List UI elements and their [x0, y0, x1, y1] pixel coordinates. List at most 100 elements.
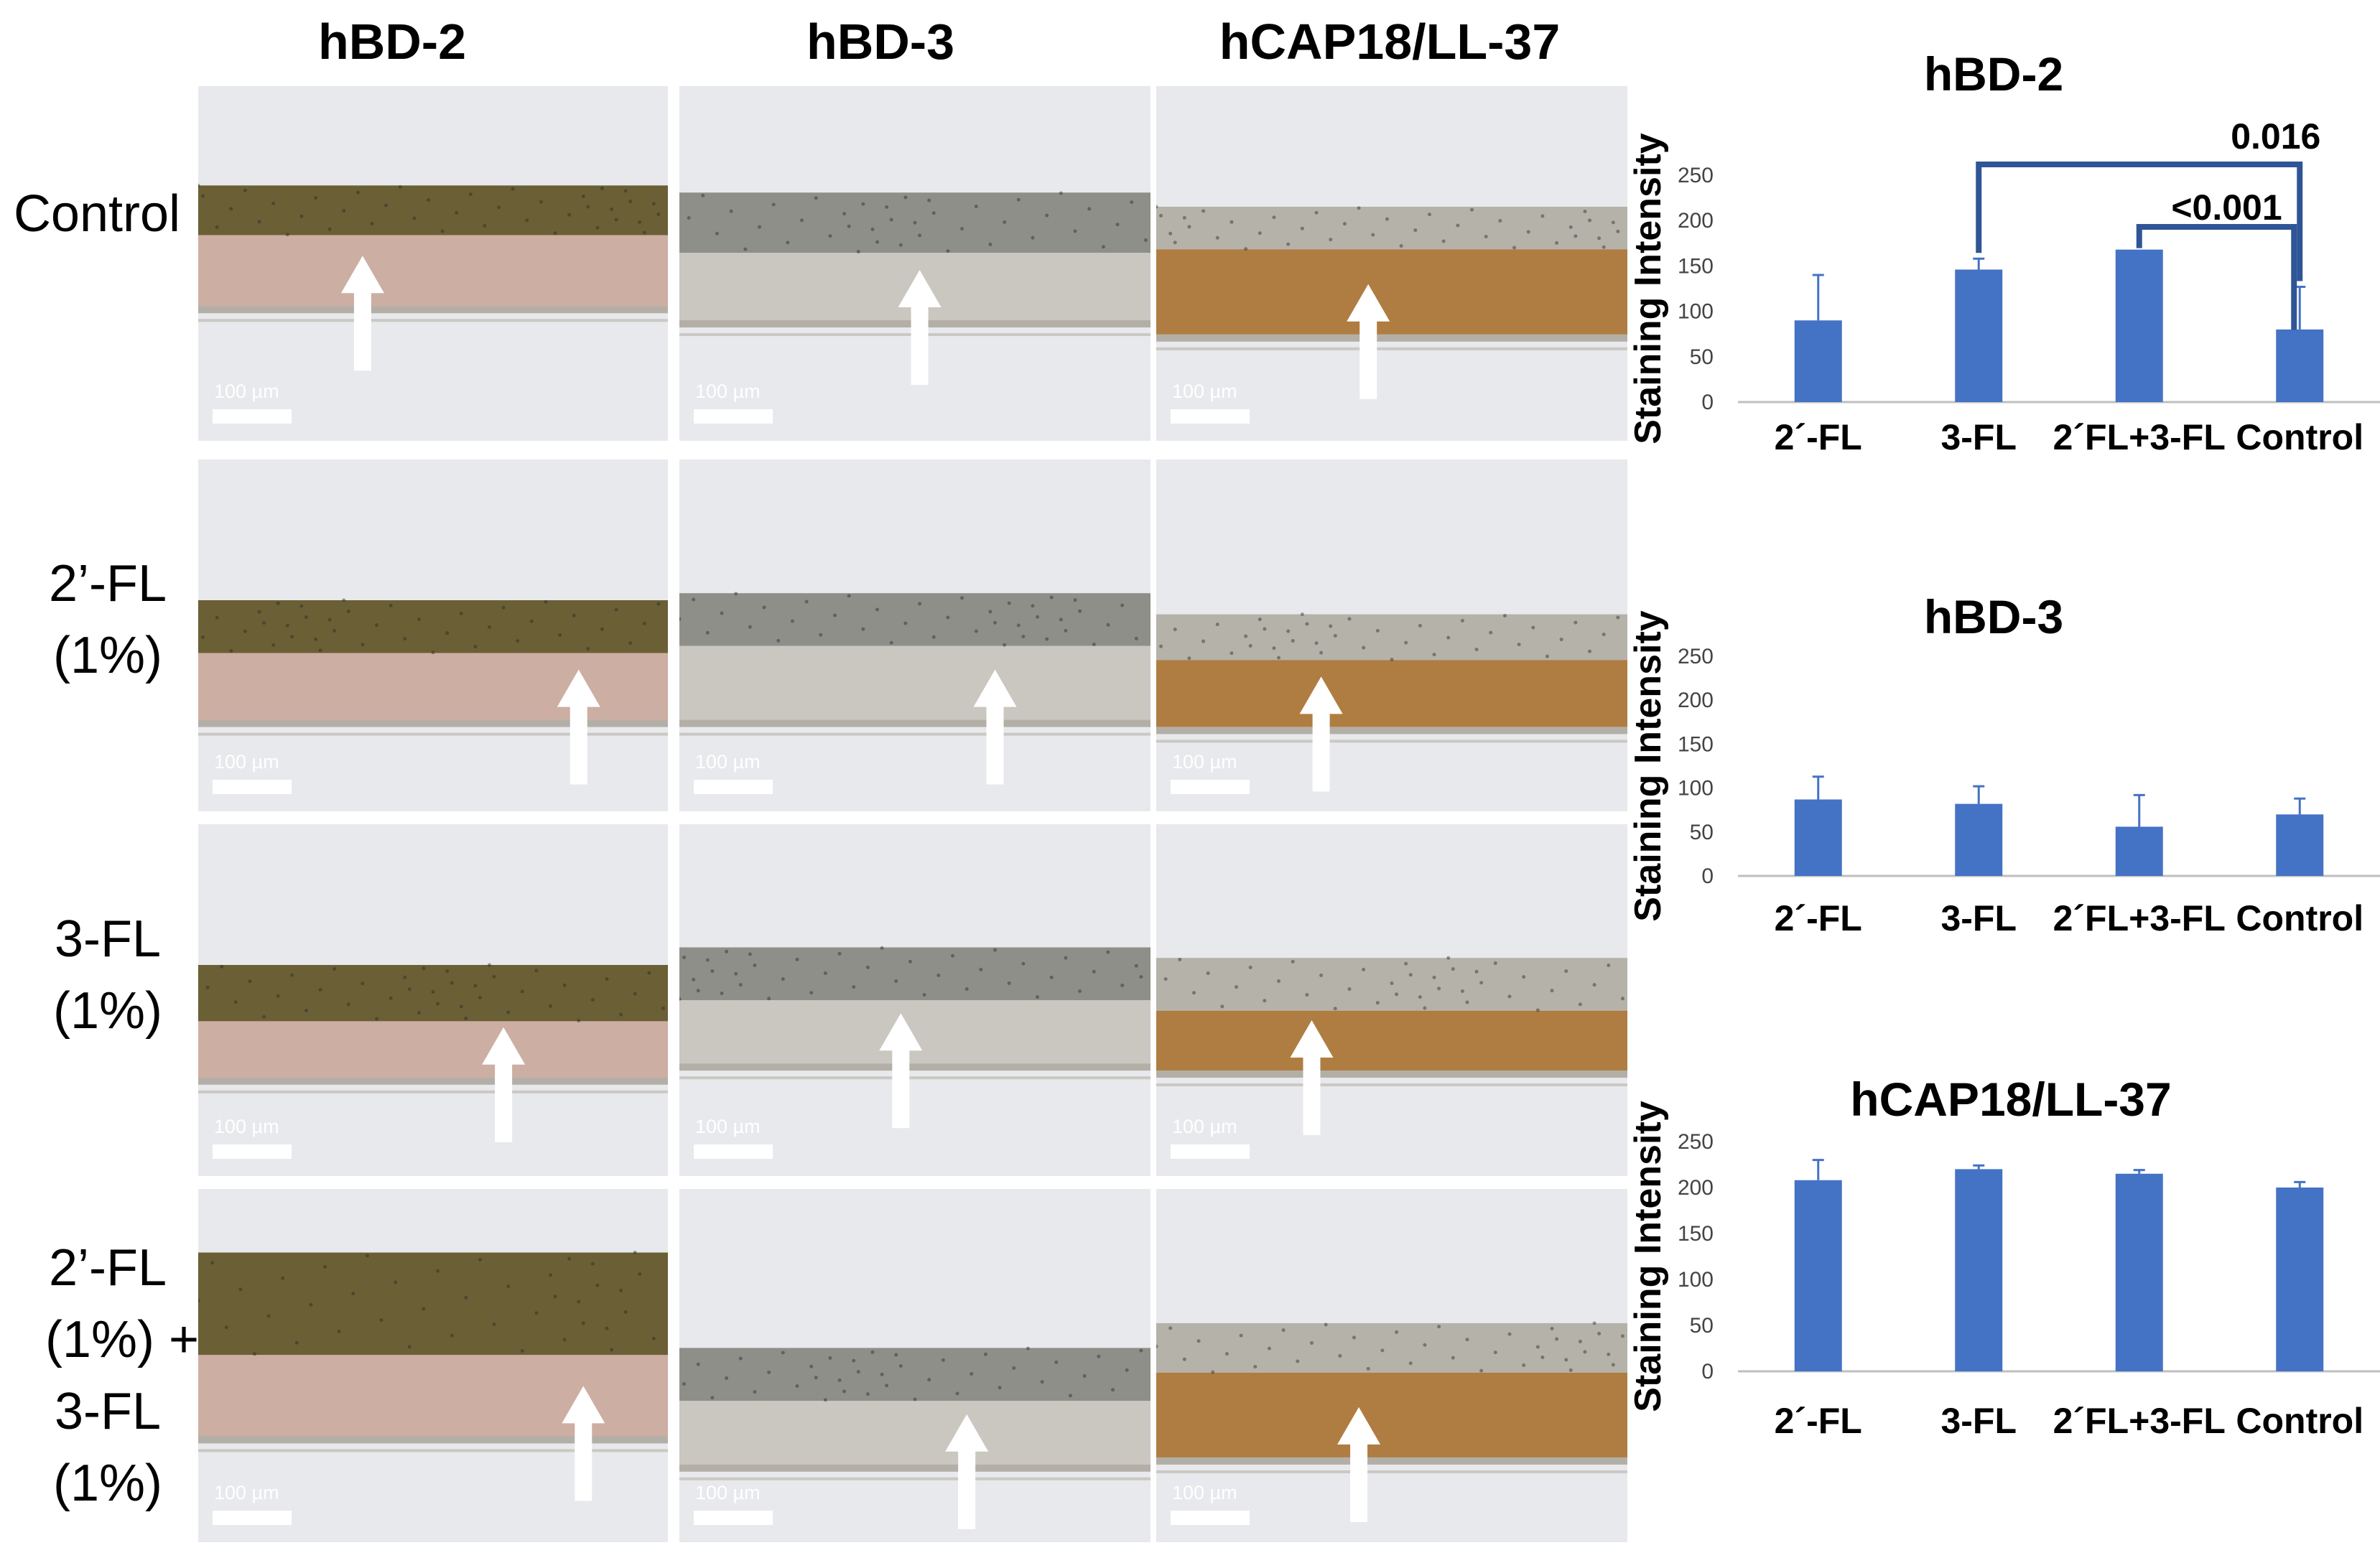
- micrograph-ll37-row-2: 100 µm: [1156, 460, 1627, 811]
- error-bar-2: [2133, 1169, 2145, 1174]
- chart-title: hBD-3: [1924, 590, 2063, 643]
- tissue-layer: [679, 1000, 1151, 1064]
- tissue-layer: [1156, 1372, 1627, 1457]
- arrow-icon: [1347, 284, 1390, 399]
- scale-bar-label: 100 µm: [1172, 751, 1237, 773]
- micrograph-image: [198, 86, 668, 441]
- x-tick-label: Control: [2236, 1401, 2363, 1441]
- scale-bar: [1171, 1144, 1250, 1159]
- scale-bar-label: 100 µm: [695, 1482, 761, 1503]
- stained-band: [198, 600, 668, 653]
- scale-bar: [213, 1144, 292, 1159]
- tissue-layer: [1156, 660, 1627, 727]
- y-axis-label: Staining Intensity: [1627, 1101, 1669, 1412]
- row-label-line: (1%) +: [45, 1311, 200, 1368]
- y-tick-label: 200: [1678, 209, 1714, 233]
- scale-bar-label: 100 µm: [214, 381, 279, 402]
- micrograph-image: [1156, 460, 1627, 811]
- micrograph-image: [198, 1189, 668, 1542]
- micrograph-hbd3-row-2: 100 µm: [679, 460, 1151, 811]
- y-tick-label: 250: [1678, 645, 1714, 668]
- scale-bar-label: 100 µm: [1172, 1116, 1237, 1137]
- micrograph-image: [679, 460, 1151, 811]
- tissue-layer: [679, 645, 1151, 720]
- micrograph-hbd2-row-1: 100 µm: [198, 86, 668, 441]
- scale-bar-label: 100 µm: [214, 1482, 279, 1503]
- scale-bar-label: 100 µm: [214, 1116, 279, 1137]
- stained-band: [679, 1348, 1151, 1401]
- row-label-control: Control: [0, 178, 194, 250]
- arrow-icon: [898, 270, 942, 386]
- bar-0: [1794, 1180, 1842, 1371]
- scale-bar: [1171, 780, 1250, 794]
- micrograph-image: [1156, 86, 1627, 441]
- error-bar-0: [1812, 775, 1824, 800]
- significance-bracket-1: [2136, 224, 2297, 330]
- stained-band: [198, 965, 668, 1022]
- y-tick-label: 0: [1701, 1360, 1714, 1384]
- error-bar-2: [2133, 793, 2145, 827]
- y-tick-label: 150: [1678, 1222, 1714, 1246]
- x-tick-label: 3-FL: [1940, 898, 2017, 938]
- bar-2: [2115, 249, 2163, 402]
- x-tick-label: Control: [2236, 417, 2363, 457]
- micrograph-hbd3-row-3: 100 µm: [679, 824, 1151, 1176]
- stained-band: [1156, 1323, 1627, 1373]
- scale-bar: [213, 1511, 292, 1525]
- scale-bar: [694, 409, 773, 424]
- bar-chart-ll37: hCAP18/LL-37 Staining Intensity 0 50 100 150 2…: [1623, 1070, 2380, 1472]
- scale-bar-label: 100 µm: [1172, 1482, 1237, 1503]
- tissue-layer: [1156, 249, 1627, 335]
- tissue-layer: [198, 1021, 668, 1078]
- bar-1: [1955, 269, 2003, 402]
- bar-chart-svg: hBD-3 Staining Intensity 0 50 100 150 200 250 2´…: [1627, 590, 2380, 938]
- arrow-icon: [879, 1013, 923, 1129]
- row-label-line: 3-FL: [54, 910, 162, 968]
- error-bar-3: [2294, 797, 2306, 815]
- micrograph-image: [1156, 1189, 1627, 1542]
- row-label-line: (1%): [52, 627, 162, 684]
- y-tick-label: 100: [1678, 300, 1714, 324]
- scale-bar-label: 100 µm: [695, 381, 761, 402]
- error-bar-1: [1973, 257, 1985, 270]
- scale-bar: [1171, 1511, 1250, 1525]
- y-axis-label: Staining Intensity: [1627, 610, 1669, 921]
- scale-bar-label: 100 µm: [695, 1116, 761, 1137]
- row-label-2fl: 2’-FL (1%): [22, 548, 194, 691]
- row-label-3fl: 3-FL (1%): [22, 903, 194, 1047]
- y-tick-label: 0: [1701, 864, 1714, 888]
- micrograph-image: [1156, 824, 1627, 1176]
- stained-band: [1156, 614, 1627, 661]
- micrograph-hbd3-row-1: 100 µm: [679, 86, 1151, 441]
- scale-bar: [1171, 409, 1250, 424]
- arrow-icon: [482, 1027, 526, 1142]
- stained-band: [679, 593, 1151, 646]
- arrow-icon: [557, 669, 600, 785]
- tissue-layer: [1156, 1010, 1627, 1070]
- y-tick-label: 150: [1678, 732, 1714, 756]
- y-tick-label: 200: [1678, 689, 1714, 712]
- p-value-label: <0.001: [2171, 187, 2282, 228]
- bar-2: [2115, 826, 2163, 876]
- micrograph-image: [679, 1189, 1151, 1542]
- stained-band: [198, 185, 668, 235]
- stained-band: [679, 192, 1151, 253]
- chart-title: hBD-2: [1924, 47, 2063, 101]
- micrograph-ll37-row-1: 100 µm: [1156, 86, 1627, 441]
- micrograph-image: [198, 824, 668, 1176]
- micrograph-ll37-row-3: 100 µm: [1156, 824, 1627, 1176]
- scale-bar: [694, 1511, 773, 1525]
- bar-3: [2276, 814, 2324, 876]
- row-label-combo: 2’-FL (1%) + 3-FL (1%): [14, 1232, 201, 1519]
- x-tick-label: 3-FL: [1940, 417, 2017, 457]
- bar-2: [2115, 1173, 2163, 1371]
- row-label-line: (1%): [52, 982, 162, 1040]
- bar-chart-hbd2: hBD-2 Staining Intensity 0 50 100 150 200 250 2´…: [1623, 29, 2380, 474]
- micrograph-image: [679, 824, 1151, 1176]
- x-tick-label: 2´FL+3-FL: [2053, 417, 2226, 457]
- column-title-hbd2: hBD-2: [317, 14, 467, 70]
- significance-bracket-0: [1976, 162, 2303, 281]
- tissue-layer: [198, 653, 668, 720]
- y-tick-label: 250: [1678, 1130, 1714, 1154]
- x-tick-label: 2´-FL: [1775, 417, 1862, 457]
